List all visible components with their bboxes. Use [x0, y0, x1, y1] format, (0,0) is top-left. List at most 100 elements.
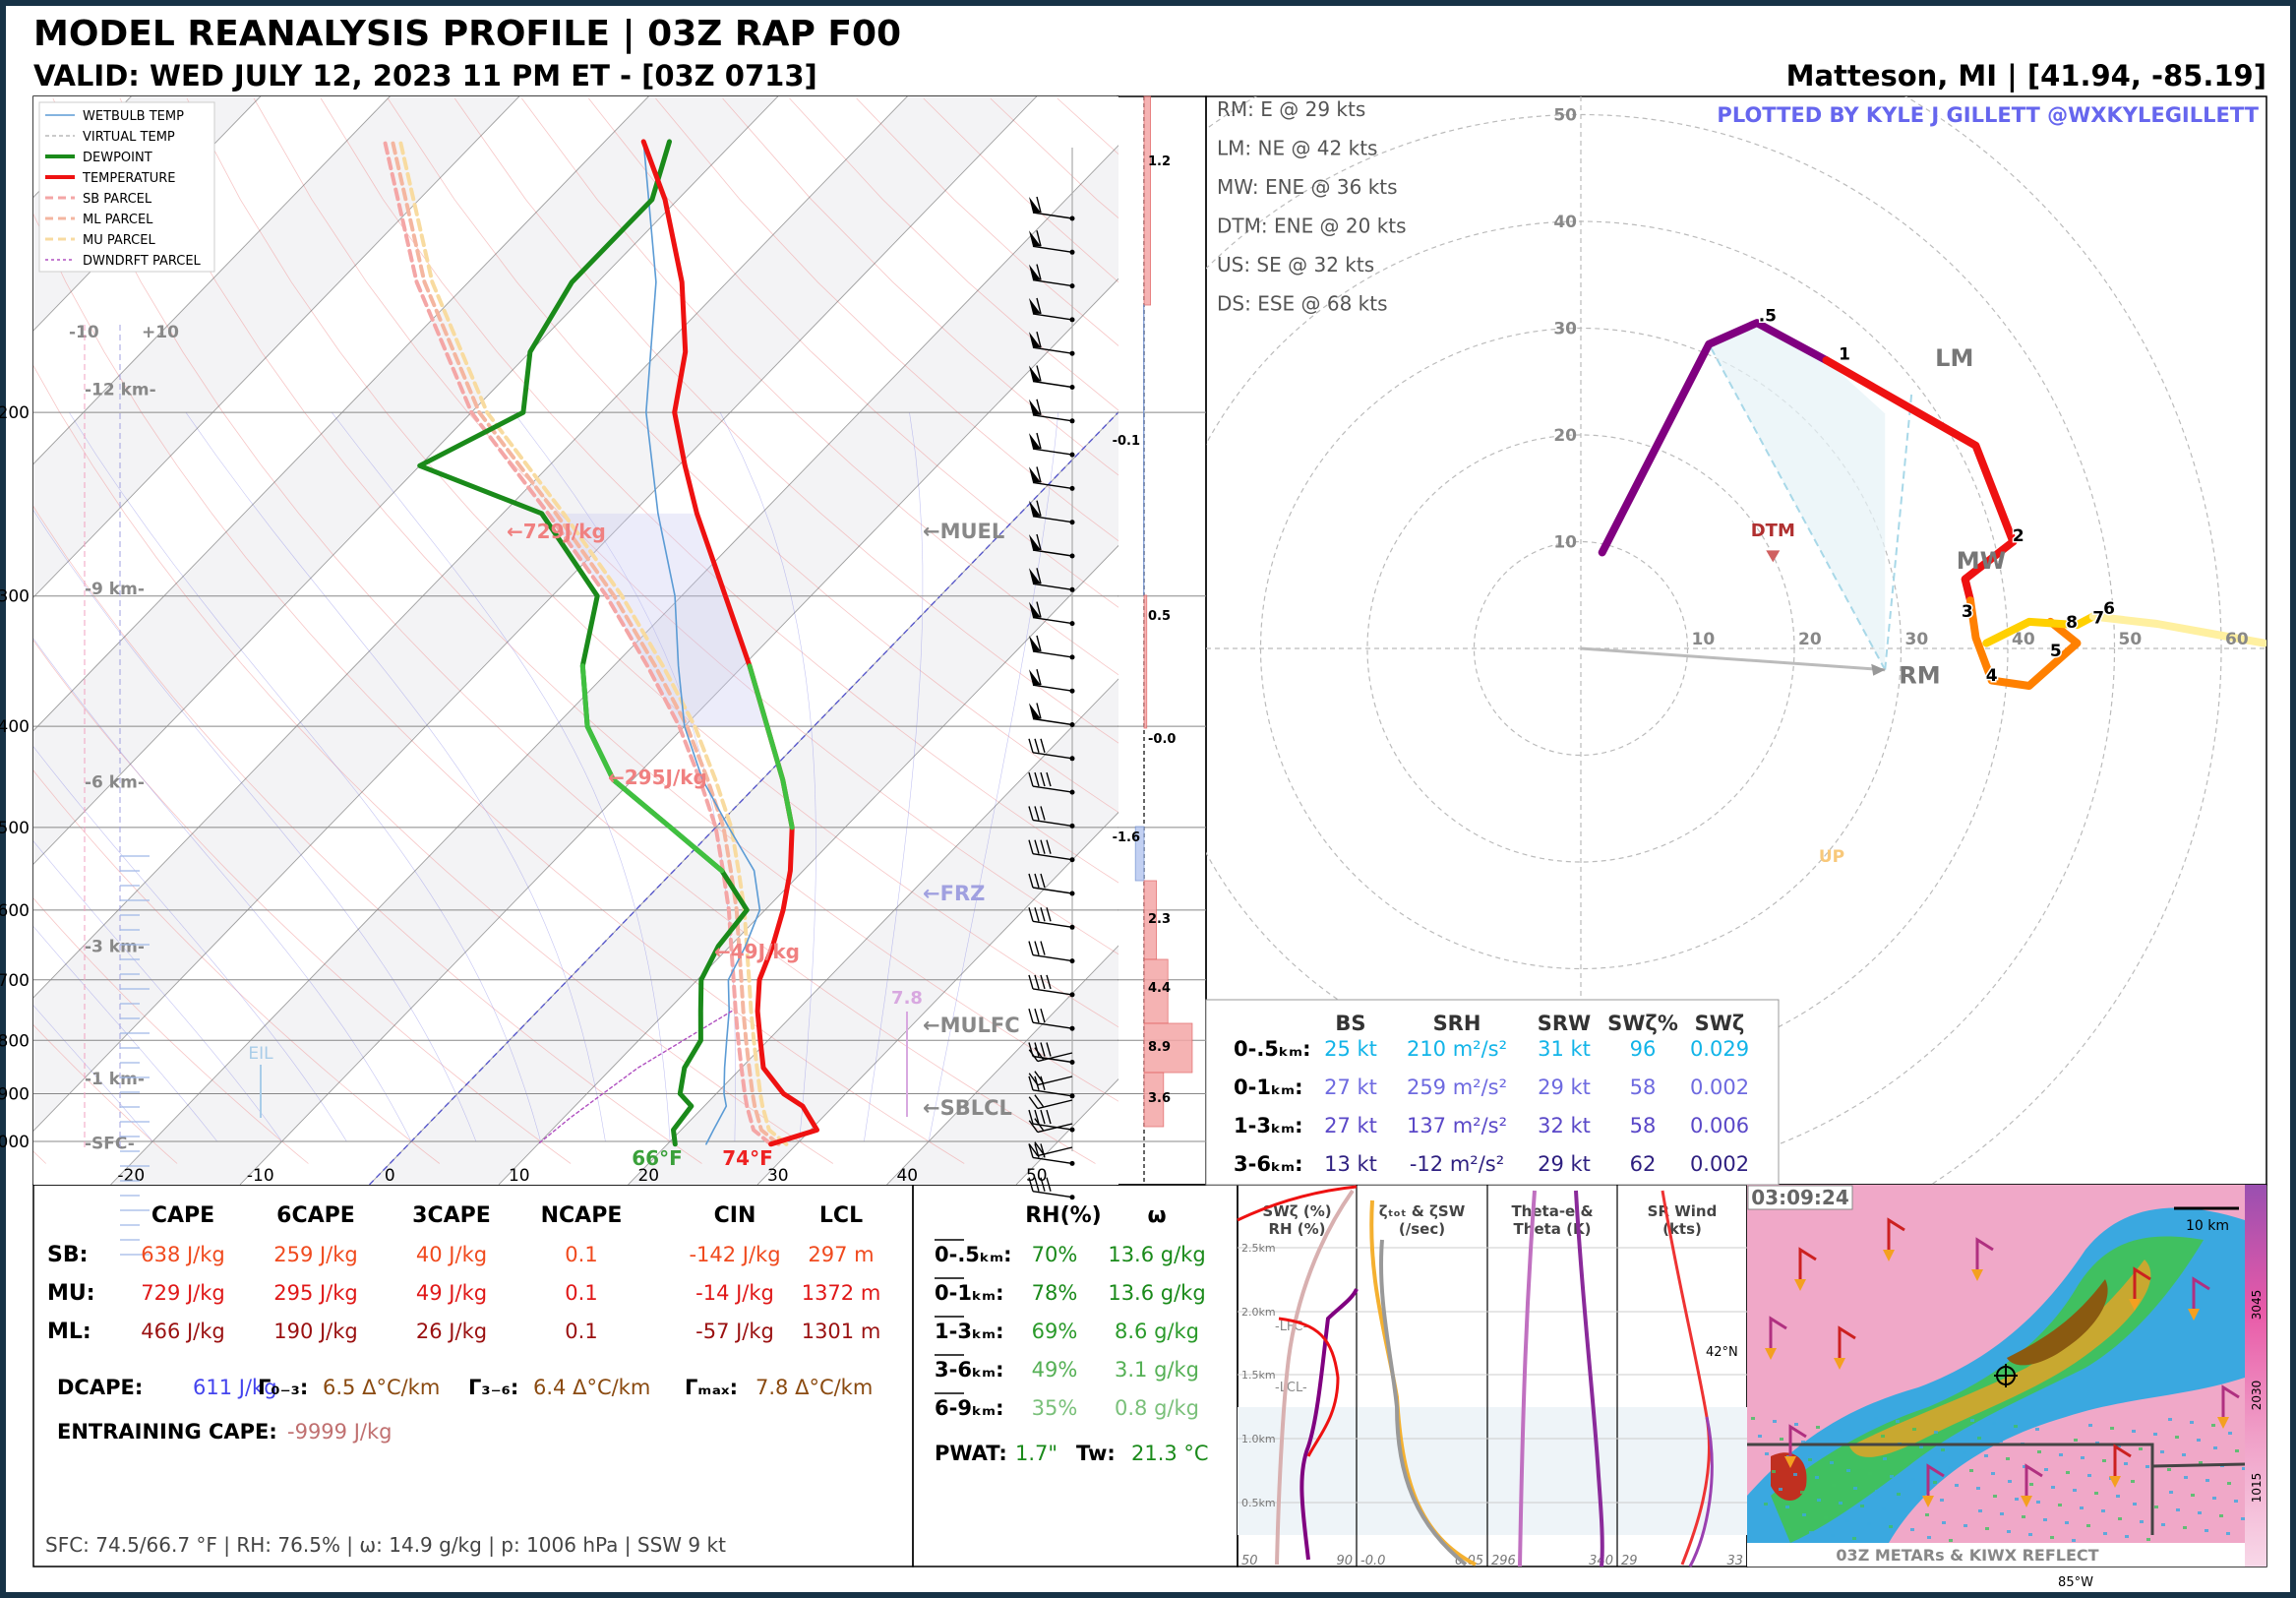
radar-speckle: [2153, 1433, 2157, 1436]
radar-speckle: [1787, 1528, 1791, 1531]
lapse-bar: [1143, 594, 1148, 729]
thermo-cell: 466 J/kg: [141, 1320, 225, 1343]
hodo-segment: [2088, 612, 2266, 647]
thermo-cell: 638 J/kg: [141, 1243, 225, 1266]
radar-speckle: [2212, 1497, 2216, 1500]
lapse-value: 1.2: [1148, 154, 1171, 169]
barb-feather: [1040, 873, 1046, 889]
barb-staff: [1032, 887, 1073, 894]
metar-barb: [1887, 1217, 1905, 1250]
lapse-value: 8.9: [1148, 1040, 1171, 1055]
barb-feather: [1036, 297, 1042, 315]
barb-flag: [1029, 365, 1041, 382]
thermo-table: CAPE 6CAPE 3CAPE NCAPE CIN LCL SB: 638 J/kg 259 …: [47, 1203, 880, 1444]
p-tick-label: 500: [0, 819, 30, 838]
barb-feather: [1036, 601, 1042, 618]
barb-feather: [1040, 806, 1046, 821]
moisture-mixing-ratio: 0.8 g/kg: [1115, 1396, 1199, 1420]
kinematics-cell: 27 kt: [1324, 1076, 1377, 1099]
up-label: UP: [1819, 847, 1844, 867]
hodo-height-marker: 5: [2050, 642, 2062, 661]
metar-barb: [2113, 1444, 2132, 1476]
radar-speckle: [1817, 1499, 1821, 1502]
radar-speckle: [2102, 1459, 2106, 1462]
barb-feather: [1034, 771, 1040, 787]
x-tick-label: -20: [117, 1166, 145, 1186]
radar-colorbar: [2245, 1185, 2266, 1567]
swz-curve: [1299, 1288, 1359, 1561]
radar-speckle: [2110, 1427, 2114, 1430]
radar-speckle: [2086, 1524, 2090, 1527]
barb-feather: [1036, 635, 1042, 652]
hodo-ring-label-y: 10: [1553, 533, 1577, 553]
x-tick-label: 20: [637, 1166, 659, 1186]
barb-feather: [1046, 974, 1052, 990]
kinematics-box: [1205, 999, 1780, 1186]
barb-flag: [1029, 500, 1041, 517]
hodo-height-marker: .5: [1759, 306, 1777, 326]
x-tick-label: 40: [896, 1166, 918, 1186]
p-tick-label: 400: [0, 717, 30, 737]
barb-flag: [1029, 264, 1041, 280]
radar-speckle: [1839, 1502, 1843, 1505]
lat-label: 42°N: [1706, 1345, 1738, 1360]
moisture-row-label: 3-6ₖₘ:: [935, 1358, 1004, 1382]
radar-speckle: [1758, 1435, 1762, 1438]
barb-feather: [1040, 1042, 1046, 1057]
kinematics-cell: 29 kt: [1538, 1152, 1591, 1176]
mini-height-label: 1.5km: [1241, 1369, 1276, 1382]
barb-feather: [1034, 806, 1040, 821]
barb-staff: [1032, 414, 1073, 422]
barb-staff: [1032, 1156, 1073, 1165]
radar-speckle: [1883, 1457, 1887, 1460]
radar-speckle: [2118, 1517, 2122, 1520]
radar-speckle: [1927, 1536, 1931, 1539]
mini-height-label: 0.5km: [1241, 1497, 1276, 1509]
barb-feather: [1046, 839, 1052, 854]
barb-staff: [1032, 1191, 1073, 1198]
credit-label: PLOTTED BY KYLE J GILLETT @WXKYLEGILLETT: [1717, 103, 2259, 127]
radar-speckle: [1977, 1437, 1981, 1440]
moisture-row-label: 0-1ₖₘ:: [935, 1281, 1004, 1305]
radar-speckle: [1882, 1507, 1886, 1510]
wind-barb: [1029, 264, 1075, 289]
barb-feather: [1034, 839, 1040, 854]
radar-speckle: [1955, 1484, 1959, 1487]
moisture-mixing-ratio: 3.1 g/kg: [1115, 1358, 1199, 1382]
barb-feather: [1028, 941, 1034, 955]
wind-barb: [1028, 1177, 1075, 1200]
radar-speckle: [1794, 1423, 1798, 1426]
kinematics-cell: 0.002: [1690, 1152, 1749, 1176]
legend-entry: VIRTUAL TEMP: [83, 130, 175, 145]
radar-speckle: [2182, 1453, 2186, 1456]
radar-speckle: [2133, 1503, 2137, 1506]
hodograph-labels: 10 20 30 40 50 60 10 20 30 40 50 .5 1 2 3 4 5 678 RM LM MW DT…: [1217, 97, 2260, 867]
wind-barb: [1028, 806, 1075, 829]
radar-speckle: [2051, 1486, 2055, 1489]
ml-parcel-line: [391, 139, 781, 1146]
p-tick-label: 600: [0, 901, 30, 921]
metar-marker: [1834, 1358, 1845, 1370]
barb-feather: [1028, 1109, 1034, 1125]
metar-marker: [2109, 1476, 2121, 1488]
thermo-cell: 1301 m: [802, 1320, 881, 1343]
kinematics-row-label: 0-.5ₖₘ:: [1234, 1037, 1310, 1061]
radar-speckle: [2124, 1462, 2128, 1465]
kinematics-cell: 27 kt: [1324, 1114, 1377, 1137]
radar-speckle: [1984, 1454, 1988, 1457]
mw-label: MW: [1957, 547, 2006, 575]
wind-barb: [1028, 1071, 1073, 1086]
barb-staff: [1037, 1123, 1073, 1134]
kinematics-header: BS: [1335, 1012, 1365, 1035]
kinematics-cell: 13 kt: [1324, 1152, 1377, 1176]
metar-barb: [2024, 1463, 2043, 1496]
hodo-height-marker: 3: [1962, 602, 1973, 622]
storm-motion-text: US: SE @ 32 kts: [1217, 253, 1374, 277]
barb-feather: [1034, 873, 1040, 889]
barb-feather: [1028, 738, 1034, 753]
level-label: ←SBLCL: [923, 1096, 1012, 1120]
barb-feather: [1034, 1141, 1045, 1154]
legend-entry: DWNDRFT PARCEL: [83, 254, 202, 269]
gammamax-value: 7.8 Δ°C/km: [755, 1376, 873, 1399]
